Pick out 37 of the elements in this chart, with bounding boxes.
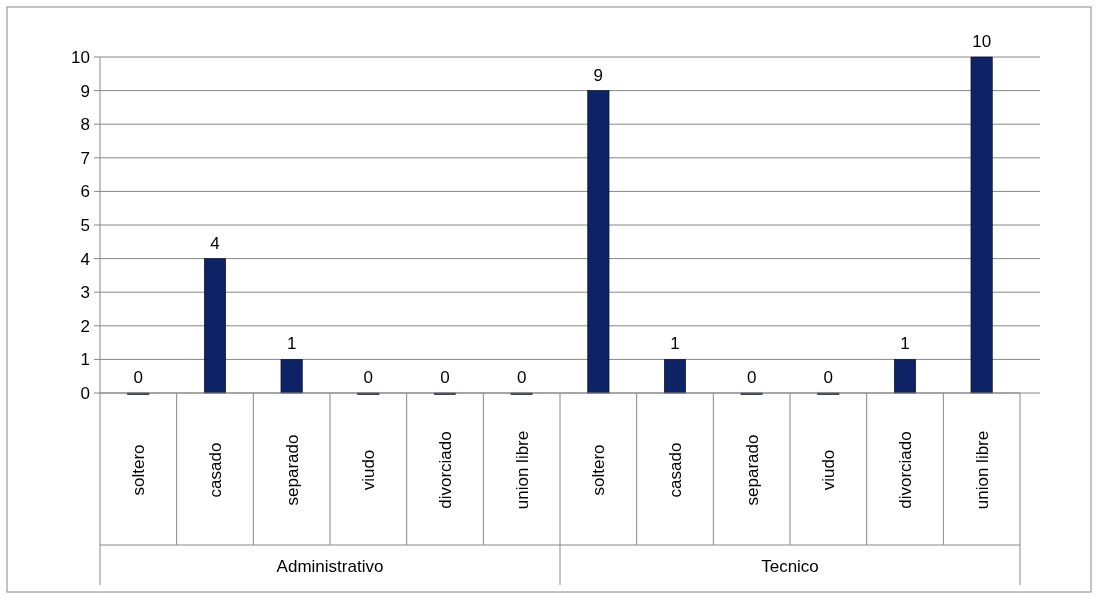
data-label: 0 (823, 368, 834, 387)
text: Administrativo (276, 557, 384, 576)
data-label: 0 (363, 368, 374, 387)
x-tick-label: soltero (129, 444, 149, 496)
data-label: 1 (670, 334, 680, 354)
text: Tecnico (761, 557, 819, 576)
y-tick-label: 8 (80, 115, 90, 135)
x-tick-label: casado (206, 442, 225, 498)
x-tick-label: casado (666, 442, 685, 498)
data-label: 9 (593, 65, 604, 85)
data-label: 1 (286, 334, 297, 354)
x-tick-label: viudo (819, 449, 839, 491)
data-label: 1 (900, 334, 910, 354)
data-label: 4 (210, 233, 220, 253)
y-tick-label: 2 (80, 316, 90, 336)
y-tick-label: 1 (80, 350, 90, 370)
y-tick-label: 5 (80, 215, 90, 235)
y-tick-label: 10 (71, 47, 90, 67)
x-tick-label: union libre (972, 430, 992, 510)
data-label: 0 (516, 368, 527, 387)
x-tick-label: separado (742, 434, 762, 506)
y-tick-label: 6 (80, 182, 90, 202)
x-tick-label: divorciado (896, 431, 915, 509)
x-tick-label: separado (282, 434, 302, 506)
data-label: 0 (133, 368, 144, 387)
x-tick-label: divorciado (436, 431, 455, 509)
x-tick-label: soltero (589, 444, 609, 496)
x-tick-label: viudo (359, 449, 379, 491)
y-tick-label: 7 (80, 148, 90, 168)
y-tick-label: 0 (80, 383, 90, 403)
y-tick-label: 9 (80, 81, 90, 101)
x-tick-label: union libre (512, 430, 532, 510)
data-label: 0 (440, 368, 450, 387)
data-label: 0 (746, 368, 757, 387)
data-label: 10 (972, 32, 992, 51)
y-tick-label: 3 (80, 283, 90, 303)
y-tick-label: 4 (80, 249, 90, 269)
